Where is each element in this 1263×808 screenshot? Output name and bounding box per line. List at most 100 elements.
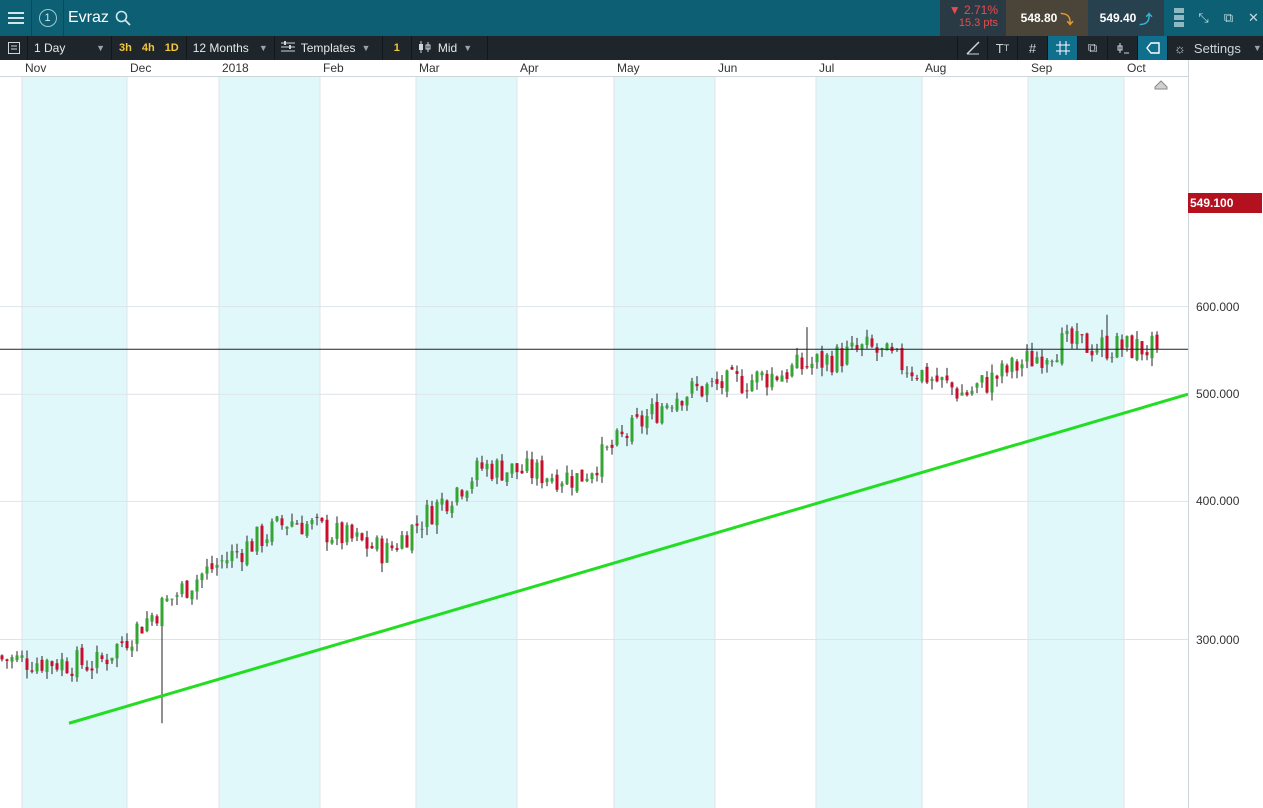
candle [635,407,639,419]
chevron-down-icon: ▼ [1252,43,1262,53]
candle [460,488,464,500]
price-type-dropdown[interactable]: Mid ▼ [412,36,488,60]
candle [145,611,149,633]
price-tick-label: 600.000 [1196,299,1240,314]
candle [700,385,704,398]
draw-line-icon[interactable] [957,36,987,60]
price-tick-label: 500.000 [1196,387,1240,402]
candle [710,377,714,388]
candle [855,337,859,353]
candle [1090,344,1094,362]
candle [930,376,934,390]
candle [605,445,609,451]
month-label: Apr [520,61,539,75]
chevron-down-icon: ▼ [258,43,268,53]
minimize-icon[interactable]: ⤡ [1198,10,1209,25]
candle [205,558,209,580]
candle [950,381,954,396]
candle [625,433,629,447]
candle [480,455,484,471]
candle [465,490,469,502]
candle [650,398,654,420]
candle [265,534,269,547]
candle [530,451,534,485]
close-icon[interactable]: ✕ [1248,10,1259,25]
price-type-value: Mid [437,41,458,55]
candle [1040,349,1044,374]
chart-type-icon[interactable] [1107,36,1137,60]
drag-handle-icon[interactable] [1166,0,1191,36]
interval-4h-button[interactable]: 4h [141,42,155,54]
grid-icon[interactable]: # [1017,36,1047,60]
candle [560,481,564,493]
candle [585,473,589,483]
interval-dropdown[interactable]: 1 Day ▼ [28,36,112,60]
candle [60,652,64,677]
candle [425,499,429,536]
candle [805,327,809,370]
chart-list-icon[interactable] [0,36,28,60]
candle [250,538,254,552]
candle [485,459,489,477]
chart-toolbar: 1 Day ▼ 3h 4h 1D 12 Months ▼ Templates ▼ 1 … [0,36,1263,60]
candle [690,377,694,399]
month-label: Oct [1127,61,1146,75]
candle [190,590,194,605]
templates-dropdown[interactable]: Templates ▼ [275,36,383,60]
month-shade [614,77,715,808]
candle [980,375,984,388]
candle [95,645,99,674]
scroll-marker-icon[interactable] [1154,80,1168,90]
range-dropdown[interactable]: 12 Months ▼ [187,36,275,60]
price-chart[interactable] [0,77,1188,808]
candle [10,654,14,669]
candle [1105,314,1109,361]
candle [115,643,119,668]
candle [270,518,274,546]
trendline[interactable] [68,392,1188,725]
change-percent: 2.71% [963,3,998,17]
candle [1060,327,1064,366]
candle [540,455,544,489]
menu-icon[interactable] [0,0,32,36]
candle [1120,334,1124,357]
candle [645,409,649,435]
interval-3h-button[interactable]: 3h [119,42,132,54]
candle [875,343,879,361]
month-shade [816,77,922,808]
candle [915,374,919,382]
search-icon[interactable] [115,10,131,26]
candle [50,660,54,675]
buy-button[interactable]: 549.40 ⤴ [1088,0,1164,36]
candle [750,374,754,392]
candle [455,486,459,506]
crosshair-grid-icon[interactable] [1047,36,1077,60]
candle [985,371,989,394]
candle [105,653,109,671]
candle [415,515,419,534]
candle [345,522,349,546]
settings-button[interactable]: ☼ Settings ▼ [1167,36,1263,60]
candle [150,612,154,626]
symbol-name[interactable]: Evraz [68,9,109,26]
candle [170,598,174,606]
candle [995,374,999,387]
candle [320,517,324,524]
workspace-number-button[interactable]: 1 [32,0,64,36]
tag-icon[interactable] [1137,36,1167,60]
candle [1020,359,1024,377]
indicator-count-button[interactable]: 1 [383,36,412,60]
layers-icon[interactable]: ⧉ [1077,36,1107,60]
candle [990,364,994,401]
candle [360,532,364,542]
interval-1d-button[interactable]: 1D [164,42,179,54]
month-shade [22,77,127,808]
down-arrow-icon: ▼ [948,3,961,17]
candle [400,530,404,550]
popout-icon[interactable]: ⧉ [1223,10,1234,25]
candle [905,366,909,378]
sell-button[interactable]: 548.80 ⤵ [1006,0,1088,36]
candle [595,466,599,482]
candle [435,499,439,534]
